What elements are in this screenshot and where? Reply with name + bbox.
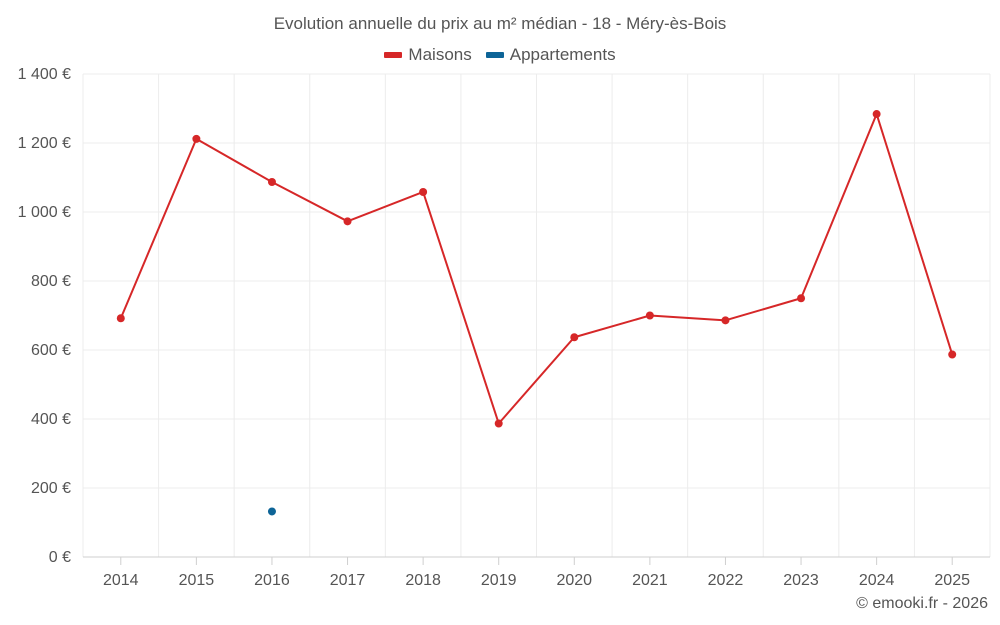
y-tick-label: 800 € xyxy=(31,273,71,290)
y-tick-label: 1 400 € xyxy=(18,66,71,83)
y-tick-label: 600 € xyxy=(31,342,71,359)
x-tick-label: 2025 xyxy=(934,572,970,589)
x-tick-label: 2020 xyxy=(556,572,592,589)
data-point-maisons xyxy=(192,134,201,143)
data-point-maisons xyxy=(570,333,579,342)
data-point-maisons xyxy=(721,316,730,325)
series-line-maisons xyxy=(119,113,954,425)
legend-label-appartements: Appartements xyxy=(509,45,616,64)
y-tick-label: 1 200 € xyxy=(18,135,71,152)
y-tick-label: 0 € xyxy=(49,549,71,566)
legend-swatch-maisons xyxy=(384,52,403,58)
data-point-maisons xyxy=(494,419,503,428)
x-tick-label: 2017 xyxy=(330,572,366,589)
x-tick-label: 2021 xyxy=(632,572,668,589)
data-point-maisons xyxy=(948,350,957,359)
legend-item-maisons[interactable]: Maisons xyxy=(384,45,472,65)
legend-item-appartements[interactable]: Appartements xyxy=(485,45,616,65)
chart-title: Evolution annuelle du prix au m² médian … xyxy=(273,14,727,33)
data-point-maisons xyxy=(267,177,276,186)
data-point-maisons xyxy=(645,311,654,320)
x-tick-label: 2022 xyxy=(708,572,744,589)
legend: Maisons Appartements xyxy=(0,45,1000,65)
data-point-maisons xyxy=(343,217,352,226)
y-tick-label: 1 000 € xyxy=(18,204,71,221)
x-tick-label: 2015 xyxy=(179,572,215,589)
data-point-maisons xyxy=(116,314,125,323)
legend-swatch-appartements xyxy=(485,52,504,58)
data-point-appartements xyxy=(267,507,276,516)
x-tick-label: 2014 xyxy=(103,572,139,589)
credits[interactable]: © emooki.fr - 2026 xyxy=(856,595,988,612)
legend-label-maisons: Maisons xyxy=(408,45,472,64)
x-tick-label: 2016 xyxy=(254,572,290,589)
y-tick-label: 200 € xyxy=(31,480,71,497)
data-point-maisons xyxy=(872,110,881,119)
data-point-maisons xyxy=(419,187,428,196)
x-tick-label: 2018 xyxy=(405,572,441,589)
x-tick-label: 2024 xyxy=(859,572,895,589)
x-tick-label: 2023 xyxy=(783,572,819,589)
y-tick-label: 400 € xyxy=(31,411,71,428)
x-tick-label: 2019 xyxy=(481,572,517,589)
data-point-maisons xyxy=(797,294,806,303)
